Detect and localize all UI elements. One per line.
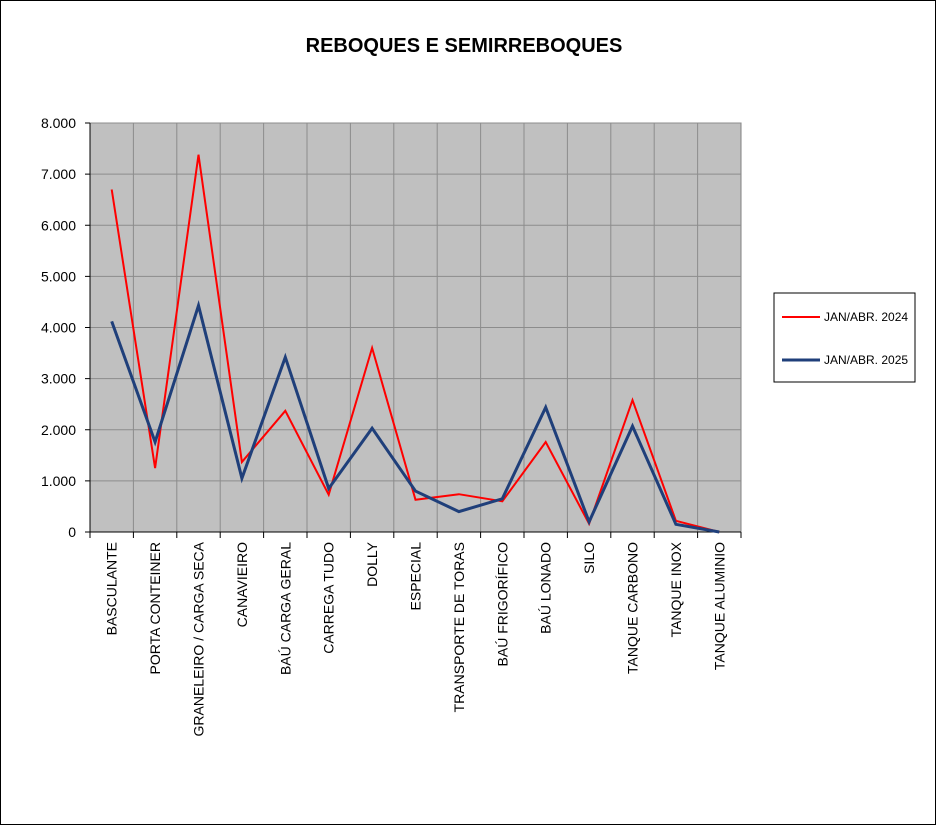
legend: JAN/ABR. 2024 JAN/ABR. 2025	[773, 292, 916, 383]
y-tick-label: 7.000	[41, 166, 76, 182]
x-tick-label: BAÚ CARGA GERAL	[277, 542, 293, 675]
y-tick-label: 5.000	[41, 268, 76, 284]
legend-label-1: JAN/ABR. 2024	[824, 310, 908, 324]
x-tick-label: TRANSPORTE DE TORAS	[451, 542, 467, 712]
x-tick-label: PORTA CONTEINER	[147, 542, 163, 675]
y-tick-label: 1.000	[41, 473, 76, 489]
y-tick-label: 3.000	[41, 371, 76, 387]
x-tick-label: ESPECIAL	[408, 542, 424, 611]
x-tick-label: BAÚ LONADO	[538, 542, 554, 634]
y-tick-label: 6.000	[41, 217, 76, 233]
y-tick-label: 8.000	[41, 115, 76, 131]
x-tick-label: CANAVIEIRO	[234, 542, 250, 627]
legend-box	[773, 292, 916, 383]
x-tick-label: TANQUE CARBONO	[625, 542, 641, 674]
y-tick-label: 2.000	[41, 422, 76, 438]
y-tick-label: 4.000	[41, 320, 76, 336]
x-tick-label: SILO	[581, 542, 597, 574]
series-line-1	[110, 154, 720, 533]
x-tick-label: DOLLY	[364, 541, 380, 587]
x-tick-label: TANQUE ALUMINIO	[711, 542, 727, 670]
y-tick-label: 0	[68, 524, 76, 540]
x-tick-label: BAÚ FRIGORÍFICO	[494, 542, 510, 667]
x-tick-label: GRANELEIRO / CARGA SECA	[191, 541, 207, 736]
x-tick-label: TANQUE INOX	[668, 541, 684, 637]
series-line-2	[110, 300, 720, 534]
x-tick-label: CARREGA TUDO	[321, 542, 337, 654]
chart-title: REBOQUES E SEMIRREBOQUES	[306, 35, 623, 57]
x-tick-label: BASCULANTE	[104, 542, 120, 635]
legend-label-2: JAN/ABR. 2025	[824, 353, 908, 367]
